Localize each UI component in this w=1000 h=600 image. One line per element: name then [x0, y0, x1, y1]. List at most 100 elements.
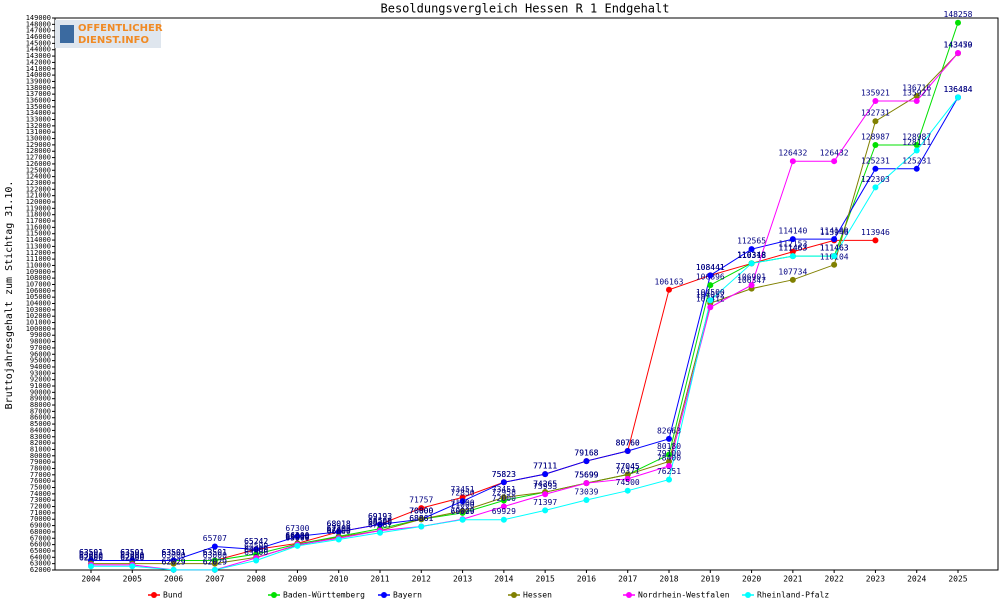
value-label: 62029: [203, 557, 227, 566]
x-tick-label: 2021: [783, 575, 802, 584]
y-tick-label: 111000: [26, 255, 51, 263]
data-point: [500, 479, 507, 486]
series-line: [91, 22, 959, 561]
value-label: 128987: [861, 132, 890, 141]
data-point: [459, 507, 466, 514]
value-label: 67000: [327, 526, 351, 535]
y-tick-label: 149000: [26, 14, 51, 22]
value-label: 74265: [533, 480, 557, 489]
value-label: 111463: [778, 244, 807, 253]
value-label: 63501: [203, 548, 227, 557]
value-label: 79100: [657, 449, 681, 458]
y-tick-label: 66000: [30, 541, 51, 549]
logo-icon: [60, 25, 74, 43]
value-label: 65900: [285, 533, 309, 542]
value-label: 68861: [409, 514, 433, 523]
data-point: [872, 165, 879, 172]
data-point: [500, 494, 507, 501]
value-label: 126432: [778, 149, 807, 158]
value-label: 63501: [79, 548, 103, 557]
y-tick-label: 139000: [26, 77, 51, 85]
y-tick-label: 112000: [26, 249, 51, 257]
y-tick-label: 103000: [26, 306, 51, 314]
data-point: [335, 536, 342, 543]
data-point: [707, 282, 714, 289]
x-tick-label: 2023: [866, 575, 885, 584]
y-tick-label: 62000: [30, 566, 51, 574]
legend-marker: [626, 592, 632, 598]
value-label: 128987: [902, 132, 931, 141]
y-tick-label: 89000: [30, 395, 51, 403]
value-label: 110318: [737, 251, 766, 260]
data-point: [872, 141, 879, 148]
series-line: [91, 239, 876, 561]
y-tick-label: 69000: [30, 522, 51, 530]
value-label: 68018: [327, 519, 351, 528]
x-tick-label: 2015: [536, 575, 555, 584]
y-tick-label: 85000: [30, 420, 51, 428]
y-tick-label: 133000: [26, 116, 51, 124]
value-label: 63000: [162, 551, 186, 560]
x-tick-label: 2010: [329, 575, 348, 584]
data-point: [624, 487, 631, 494]
data-point: [707, 304, 714, 311]
value-label: 111463: [778, 244, 807, 253]
y-tick-label: 87000: [30, 407, 51, 415]
value-label: 114140: [778, 227, 807, 236]
value-label: 69193: [368, 512, 392, 521]
y-tick-label: 148000: [26, 20, 51, 28]
y-tick-label: 86000: [30, 414, 51, 422]
x-tick-label: 2022: [825, 575, 844, 584]
data-point: [666, 451, 672, 458]
value-label: 106901: [737, 273, 766, 282]
value-label: 75699: [574, 471, 598, 480]
y-tick-label: 116000: [26, 223, 51, 231]
value-label: 68861: [409, 514, 433, 523]
legend-label: Rheinland-Pfalz: [757, 591, 829, 600]
data-point: [789, 158, 796, 165]
data-point: [624, 475, 631, 482]
y-tick-label: 143000: [26, 52, 51, 60]
value-label: 135921: [861, 88, 890, 97]
data-point: [666, 458, 672, 465]
data-point: [500, 516, 507, 523]
x-tick-label: 2016: [577, 575, 596, 584]
data-point: [872, 237, 879, 244]
value-label: 78400: [657, 453, 681, 462]
legend-label: Hessen: [523, 591, 552, 600]
value-label: 76371: [616, 466, 640, 475]
value-label: 110318: [737, 251, 766, 260]
x-tick-label: 2020: [742, 575, 761, 584]
series-line: [91, 97, 959, 561]
data-point: [211, 566, 218, 573]
y-tick-label: 68000: [30, 528, 51, 536]
data-point: [583, 496, 590, 503]
data-point: [211, 543, 218, 550]
data-point: [542, 471, 549, 478]
y-tick-label: 79000: [30, 458, 51, 466]
value-label: 67300: [285, 524, 309, 533]
data-point: [459, 498, 466, 505]
data-point: [872, 184, 879, 191]
value-label: 63501: [162, 548, 186, 557]
data-point: [335, 528, 342, 535]
value-label: 79168: [574, 449, 598, 458]
y-tick-label: 146000: [26, 33, 51, 41]
x-tick-label: 2009: [288, 575, 307, 584]
data-point: [748, 246, 755, 253]
value-label: 128111: [902, 138, 931, 147]
value-label: 75699: [574, 471, 598, 480]
value-label: 70000: [451, 507, 475, 516]
y-tick-label: 105000: [26, 293, 51, 301]
y-tick-label: 135000: [26, 103, 51, 111]
y-tick-label: 99000: [30, 331, 51, 339]
data-point: [666, 476, 672, 483]
y-tick-label: 107000: [26, 280, 51, 288]
value-label: 63501: [203, 548, 227, 557]
value-label: 122303: [861, 175, 890, 184]
value-label: 143479: [944, 41, 973, 50]
y-tick-label: 98000: [30, 338, 51, 346]
data-point: [129, 563, 136, 570]
value-label: 73451: [451, 485, 475, 494]
value-label: 114140: [820, 227, 849, 236]
